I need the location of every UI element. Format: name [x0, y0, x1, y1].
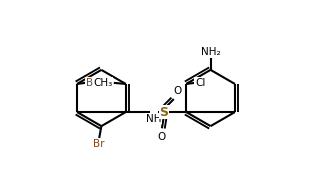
Text: Cl: Cl: [195, 78, 205, 88]
Text: S: S: [160, 106, 169, 119]
Text: CH₃: CH₃: [94, 78, 113, 88]
Text: Br: Br: [94, 139, 105, 149]
Text: O: O: [174, 86, 182, 96]
Text: NH₂: NH₂: [201, 47, 220, 57]
Text: O: O: [158, 132, 166, 142]
Text: NH: NH: [146, 114, 161, 124]
Text: Br: Br: [86, 78, 97, 88]
